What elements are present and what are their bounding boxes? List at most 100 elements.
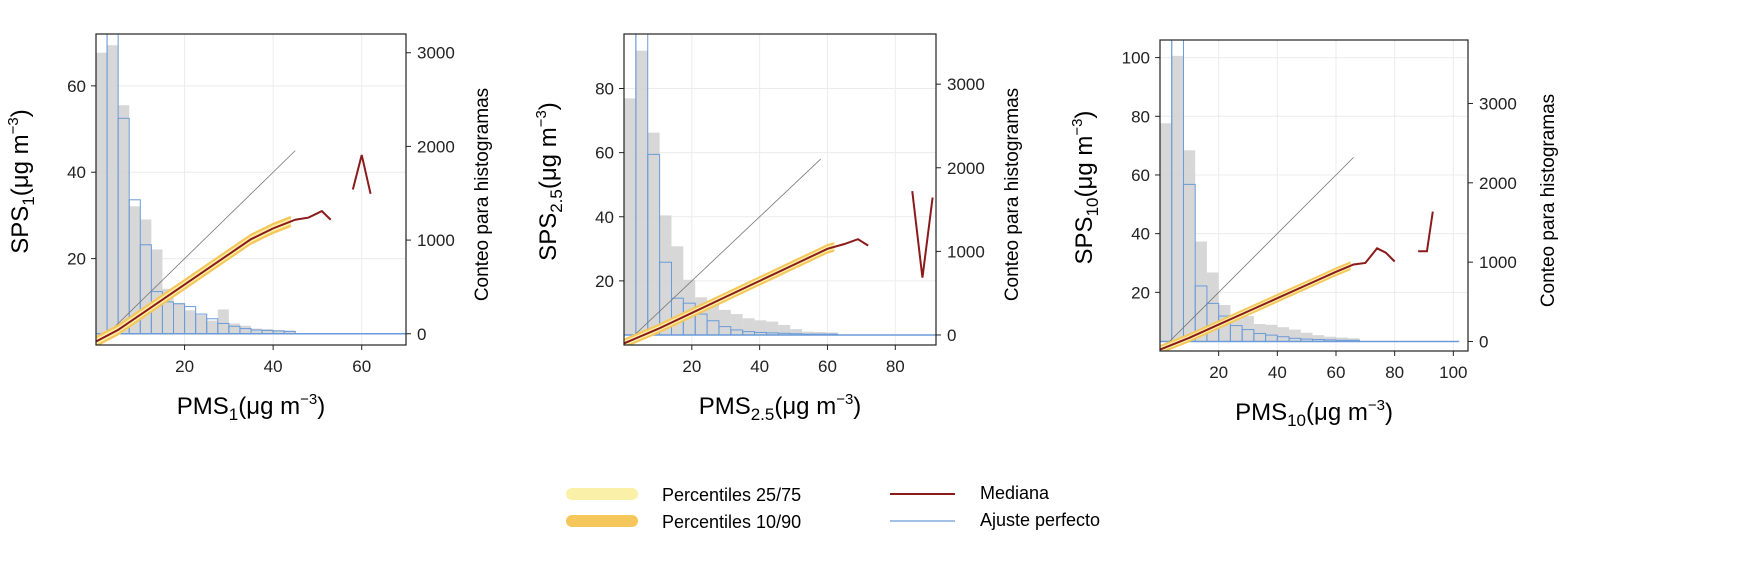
plot-area (1160, 40, 1460, 351)
y2-tick-label: 3000 (947, 75, 985, 94)
legend-swatch-p10-90 (566, 515, 638, 527)
x-tick-label: 60 (818, 357, 837, 376)
y2-tick-label: 3000 (417, 44, 455, 63)
y-tick-label: 80 (595, 80, 614, 99)
y-tick-label: 80 (1131, 107, 1150, 126)
y2-axis-label: Conteo para histogramas (472, 88, 493, 301)
y-axis-label: SPS1(μg m−3) (5, 109, 38, 253)
histogram-reference-bar (671, 246, 684, 335)
median-line (1160, 247, 1396, 351)
plot-frame (623, 33, 937, 346)
y2-tick-label: 3000 (1479, 94, 1517, 113)
y-tick-label: 20 (67, 250, 86, 269)
histogram-reference-bar (1289, 329, 1301, 342)
median-line-segment (351, 154, 372, 195)
histogram-reference-bar (140, 219, 152, 334)
histogram-reference-bar (228, 323, 240, 334)
y-tick-label: 20 (1131, 283, 1150, 302)
histogram-reference-bar (162, 288, 174, 334)
histogram-reference-bar (1230, 314, 1243, 342)
histogram-reference-bar (1312, 335, 1325, 342)
identity-line (1160, 157, 1354, 351)
y-tick-label: 60 (67, 77, 86, 96)
x-axis-label: PMS10(μg m−3) (1235, 397, 1393, 430)
median-line-segment (911, 190, 934, 278)
plot-area (624, 34, 936, 345)
panel-pm1: 20 40 60 20 40 60 0 1000 2000 3000 PMS1(μg m−3) SPS… (5, 33, 493, 424)
histogram-reference-bar (1195, 241, 1207, 342)
y2-tick-label: 1000 (417, 231, 455, 250)
histogram-reference-bar (273, 330, 285, 334)
histogram-reference-bar (173, 302, 185, 334)
histogram-reference-bar (184, 310, 196, 334)
histogram-reference-bar (1242, 316, 1254, 342)
histogram-reference-bar (683, 279, 696, 335)
histogram-reference-bar (239, 325, 251, 334)
y-tick-label: 40 (595, 208, 614, 227)
x-tick-label: 40 (264, 357, 283, 376)
plot-area (96, 34, 406, 345)
histogram-reference-bar (96, 52, 108, 334)
legend-swatch-p25-75 (566, 488, 638, 500)
median-line (624, 238, 869, 345)
y-tick-label: 60 (1131, 166, 1150, 185)
x-axis-label: PMS2.5(μg m−3) (699, 391, 862, 424)
y2-tick-label: 0 (1479, 332, 1488, 351)
y-tick-label: 40 (67, 163, 86, 182)
histogram-reference-bar (107, 45, 119, 334)
x-tick-label: 20 (1209, 363, 1228, 382)
y-axis-label: SPS10(μg m−3) (1069, 111, 1102, 265)
y-tick-label: 40 (1131, 225, 1150, 244)
y-tick-label: 100 (1122, 49, 1150, 68)
histogram-reference-bar (195, 315, 207, 334)
x-tick-label: 100 (1439, 363, 1467, 382)
y2-axis-label: Conteo para histogramas (1002, 88, 1023, 301)
y-axis-label: SPS2.5(μg m−3) (533, 102, 566, 261)
y-tick-label: 20 (595, 272, 614, 291)
histogram-sensor-bar (139, 244, 152, 335)
legend-label-perfect-fit: Ajuste perfecto (980, 510, 1100, 530)
panel-pm2-5: 20 40 60 80 20 40 60 80 0 1000 2000 3000 PMS2.5(μg m… (533, 33, 1023, 424)
x-tick-label: 20 (682, 357, 701, 376)
y2-tick-label: 0 (947, 326, 956, 345)
histogram-sensor-bar (283, 330, 296, 335)
histogram-reference-bar (129, 206, 141, 334)
histogram-reference-bar (284, 330, 296, 334)
histogram-reference-bar (659, 215, 672, 335)
y2-tick-label: 2000 (947, 159, 985, 178)
histogram-reference-bar (1277, 327, 1290, 342)
histogram-reference-bar (206, 320, 218, 334)
x-tick-label: 20 (175, 357, 194, 376)
histogram-reference-bar (695, 297, 708, 335)
histogram-reference-bar (1160, 123, 1172, 342)
histogram-reference-bar (251, 328, 263, 334)
histogram-reference-bar (766, 321, 779, 335)
y2-tick-label: 1000 (1479, 253, 1517, 272)
histogram-reference-bar (635, 50, 648, 335)
legend-label-p25-75: Percentiles 25/75 (662, 485, 801, 505)
median-line (96, 209, 332, 343)
histogram-sensor-bar (825, 333, 839, 336)
histogram-reference-bar (1253, 324, 1266, 342)
panel-pm10: 20 40 60 80 100204060801000100020003000PMS10… (1069, 39, 1559, 430)
x-tick-label: 40 (750, 357, 769, 376)
plot-frame (95, 33, 407, 346)
y2-tick-label: 2000 (1479, 174, 1517, 193)
histogram-reference-bar (1300, 332, 1313, 342)
histogram-sensor-bar (1347, 339, 1360, 342)
histogram-reference-bar (1324, 336, 1336, 342)
identity-line (624, 158, 821, 345)
y-tick-label: 60 (595, 144, 614, 163)
histogram-reference-bar (778, 324, 791, 335)
plot-frame (1159, 39, 1469, 352)
legend: Percentiles 25/75 Percentiles 10/90 Medi… (566, 483, 1100, 532)
percentile-25-75-band (96, 218, 291, 345)
histogram-reference-bar (1171, 55, 1184, 342)
x-tick-label: 60 (352, 357, 371, 376)
histogram-reference-bar (624, 98, 636, 335)
histogram-reference-bar (730, 314, 743, 335)
y2-axis-label: Conteo para histogramas (1538, 94, 1559, 307)
y2-tick-label: 0 (417, 325, 426, 344)
histogram-reference-bar (707, 303, 719, 335)
